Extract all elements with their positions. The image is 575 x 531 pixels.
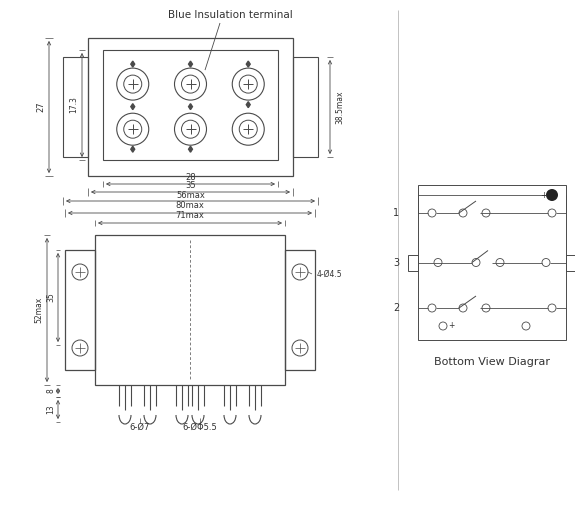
Polygon shape	[131, 104, 135, 109]
Text: 3: 3	[393, 258, 399, 268]
Bar	[418, 185, 566, 340]
Text: 56max: 56max	[176, 191, 205, 200]
Text: +: +	[448, 321, 454, 330]
Bar	[408, 254, 418, 270]
Text: 6-Ø7: 6-Ø7	[130, 423, 150, 432]
Text: 27: 27	[36, 102, 45, 113]
Text: 35: 35	[185, 182, 196, 191]
Polygon shape	[131, 146, 135, 152]
Bar	[285, 250, 315, 370]
Polygon shape	[189, 104, 193, 109]
Text: 80max: 80max	[175, 201, 205, 210]
Bar	[63, 57, 88, 157]
Polygon shape	[189, 61, 193, 67]
Text: +: +	[540, 191, 547, 200]
Text: Blue Insulation terminal: Blue Insulation terminal	[168, 10, 292, 20]
Text: 35: 35	[47, 292, 56, 302]
Bar	[566, 254, 575, 270]
Bar	[95, 235, 285, 385]
Bar	[65, 250, 95, 370]
Text: 1: 1	[393, 208, 399, 218]
Circle shape	[546, 189, 558, 201]
Text: 13: 13	[47, 405, 56, 414]
Polygon shape	[189, 146, 193, 152]
Text: 17.3: 17.3	[70, 97, 79, 114]
Bar	[88, 38, 293, 176]
Text: 4-Ø4.5: 4-Ø4.5	[317, 270, 343, 278]
Text: 8: 8	[47, 389, 56, 393]
Text: 38.5max: 38.5max	[335, 90, 344, 124]
Polygon shape	[246, 101, 250, 108]
Bar	[293, 57, 318, 157]
Text: 28: 28	[185, 174, 196, 183]
Text: Bottom View Diagrar: Bottom View Diagrar	[434, 357, 550, 367]
Text: 2: 2	[393, 303, 399, 313]
Text: 6-ØΦ5.5: 6-ØΦ5.5	[183, 423, 217, 432]
Polygon shape	[131, 61, 135, 67]
Bar	[103, 50, 278, 160]
Text: 52max: 52max	[34, 297, 44, 323]
Polygon shape	[246, 61, 250, 67]
Text: 71max: 71max	[175, 211, 205, 220]
